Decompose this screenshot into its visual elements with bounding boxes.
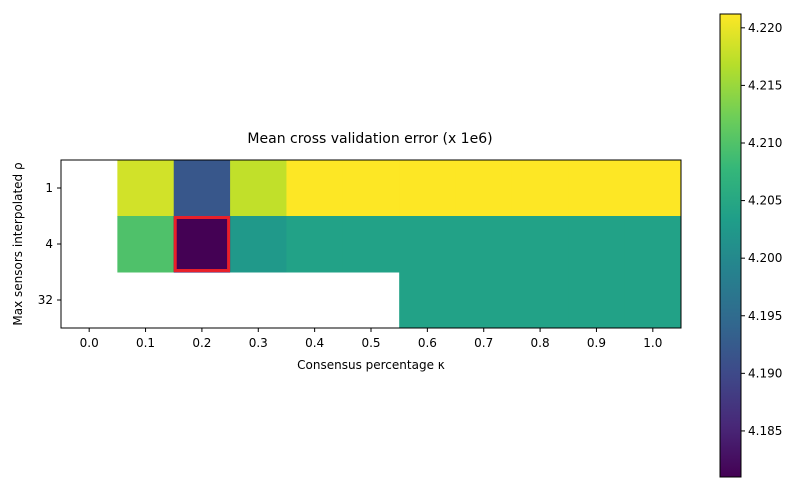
x-axis: 0.0 0.1 0.2 0.3 0.4 0.5 0.6 0.7 0.8 0.9 1.0: [80, 328, 662, 350]
heatmap-cell: [173, 216, 231, 273]
heatmap-cell: [455, 160, 513, 217]
colorbar-tick-label: 4.185: [748, 424, 782, 438]
x-tick-label: 0.8: [531, 336, 550, 350]
heatmap-cell: [342, 216, 400, 273]
x-tick-label: 0.6: [418, 336, 437, 350]
heatmap-cell: [286, 160, 344, 217]
heatmap-cell: [399, 216, 457, 273]
heatmap-cell: [230, 160, 287, 217]
x-tick-label: 0.7: [474, 336, 493, 350]
y-tick-label: 1: [45, 181, 53, 195]
heatmap-cell: [511, 216, 569, 273]
colorbar-tick-label: 4.200: [748, 251, 782, 265]
heatmap-cell: [173, 160, 231, 217]
highlight-rect: [173, 216, 231, 272]
highlight-box: [173, 216, 231, 272]
heatmap-cell: [568, 160, 626, 217]
heatmap-cell: [455, 216, 513, 273]
x-tick-label: 0.2: [192, 336, 211, 350]
x-tick-label: 0.1: [136, 336, 155, 350]
heatmap-cell: [455, 272, 513, 329]
x-tick-label: 1.0: [643, 336, 662, 350]
heatmap-cells: [117, 160, 682, 329]
colorbar-tick-label: 4.195: [748, 309, 782, 323]
heatmap-cell: [117, 216, 175, 273]
x-tick-label: 0.5: [361, 336, 380, 350]
heatmap-cell: [511, 272, 569, 329]
heatmap-cell: [342, 160, 400, 217]
chart-title: Mean cross validation error (x 1e6): [247, 131, 492, 147]
x-axis-title: Consensus percentage κ: [297, 358, 445, 372]
heatmap-cell: [568, 272, 626, 329]
heatmap-cell: [624, 216, 682, 273]
y-axis: 1 4 32: [38, 181, 61, 307]
colorbar-tick-label: 4.220: [748, 21, 782, 35]
y-tick-label: 4: [45, 237, 53, 251]
x-tick-label: 0.3: [249, 336, 268, 350]
colorbar: [719, 13, 742, 478]
heatmap-cell: [399, 272, 457, 329]
heatmap-cell: [568, 216, 626, 273]
colorbar-ticks: 4.185 4.190 4.195 4.200 4.205 4.210 4.215 4.220: [741, 21, 782, 438]
heatmap-cell: [286, 216, 344, 273]
heatmap-cell: [624, 272, 682, 329]
colorbar-tick-label: 4.190: [748, 366, 782, 380]
heatmap-cell: [230, 216, 287, 273]
colorbar-tick-label: 4.215: [748, 78, 782, 92]
colorbar-tick-label: 4.210: [748, 136, 782, 150]
heatmap-cell: [399, 160, 457, 217]
y-axis-title: Max sensors interpolated ρ: [11, 162, 25, 325]
heatmap-cell: [511, 160, 569, 217]
heatmap-cell: [624, 160, 682, 217]
y-tick-label: 32: [38, 293, 53, 307]
x-tick-label: 0.4: [305, 336, 324, 350]
x-tick-label: 0.0: [80, 336, 99, 350]
colorbar-tick-label: 4.205: [748, 194, 782, 208]
x-tick-label: 0.9: [587, 336, 606, 350]
heatmap-cell: [117, 160, 175, 217]
